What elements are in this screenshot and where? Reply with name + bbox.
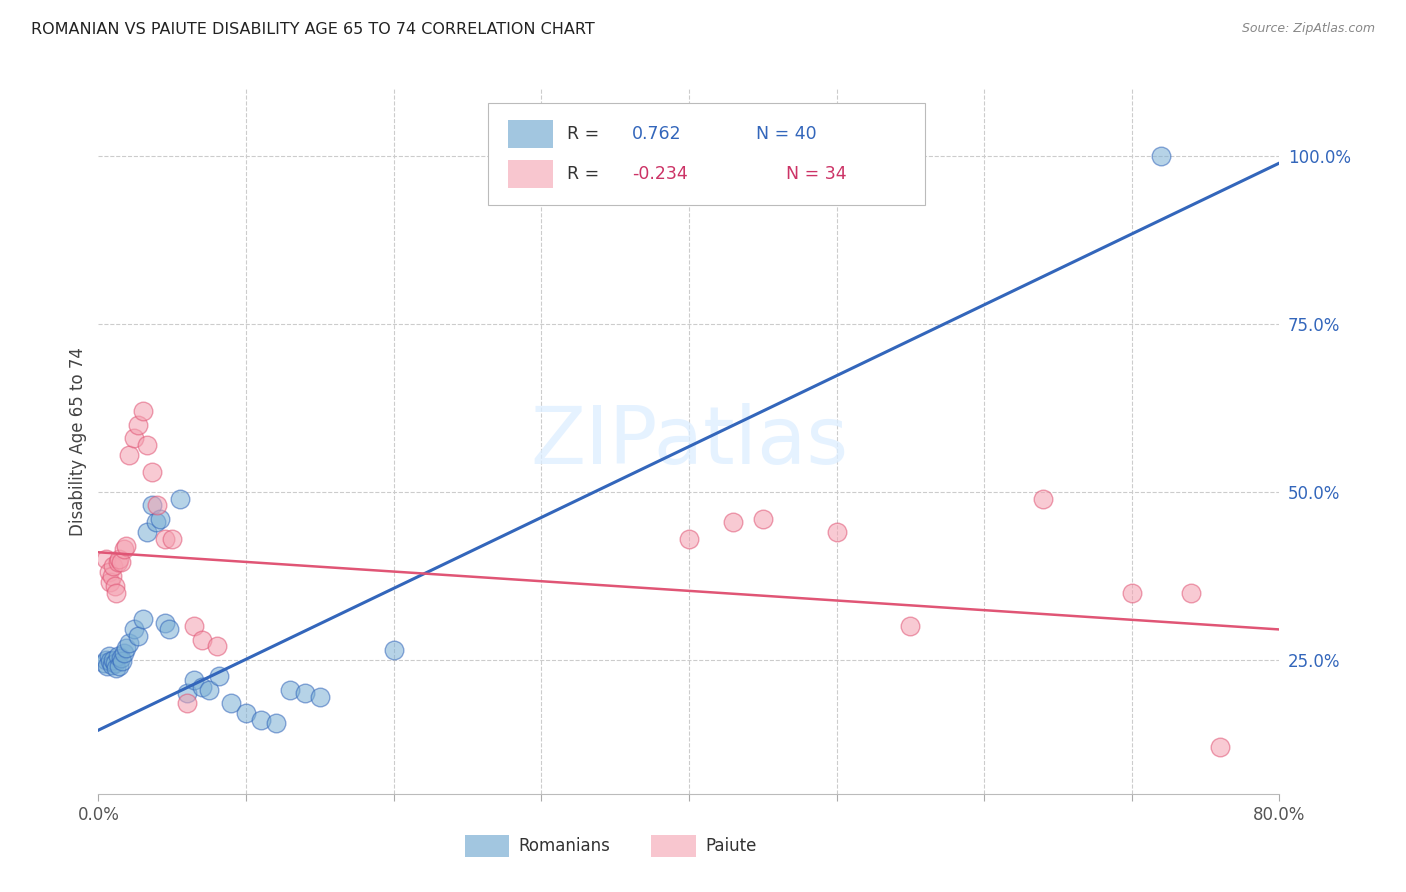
Point: [104, 656, 127, 670]
Point: [115, 539, 138, 553]
Point: [153, 532, 176, 546]
Text: R =: R =: [567, 125, 605, 143]
Point: [122, 431, 145, 445]
Point: [183, 673, 205, 687]
Point: [1180, 585, 1202, 599]
Point: [294, 686, 316, 700]
Point: [149, 512, 172, 526]
Point: [111, 654, 134, 668]
Point: [1209, 739, 1232, 754]
Text: Source: ZipAtlas.com: Source: ZipAtlas.com: [1241, 22, 1375, 36]
Point: [141, 465, 163, 479]
Point: [108, 552, 131, 566]
Point: [97, 566, 120, 580]
Point: [1121, 585, 1143, 599]
Point: [162, 532, 183, 546]
Point: [153, 615, 176, 630]
Text: Romanians: Romanians: [519, 837, 610, 855]
Text: N = 34: N = 34: [786, 165, 846, 183]
Bar: [464, 835, 509, 857]
Point: [98, 654, 121, 668]
Point: [382, 642, 405, 657]
Point: [96, 659, 118, 673]
Text: 0.762: 0.762: [633, 125, 682, 143]
Point: [205, 639, 228, 653]
Text: ROMANIAN VS PAIUTE DISABILITY AGE 65 TO 74 CORRELATION CHART: ROMANIAN VS PAIUTE DISABILITY AGE 65 TO …: [31, 22, 595, 37]
Point: [97, 649, 120, 664]
Point: [118, 448, 141, 462]
Point: [110, 651, 132, 665]
Text: Paiute: Paiute: [706, 837, 756, 855]
Point: [112, 646, 135, 660]
Bar: [508, 160, 553, 188]
Point: [94, 653, 117, 667]
Point: [191, 680, 214, 694]
Point: [136, 525, 159, 540]
Point: [100, 658, 122, 673]
Point: [112, 541, 135, 556]
Text: N = 40: N = 40: [756, 125, 817, 143]
Text: R =: R =: [567, 165, 605, 183]
Text: -0.234: -0.234: [633, 165, 688, 183]
Point: [108, 659, 131, 673]
Point: [107, 649, 129, 664]
Point: [723, 515, 745, 529]
Point: [132, 404, 155, 418]
Point: [280, 682, 302, 697]
Point: [107, 555, 129, 569]
Point: [235, 706, 257, 721]
Point: [127, 417, 149, 432]
Point: [183, 619, 205, 633]
Point: [105, 585, 128, 599]
Point: [136, 438, 159, 452]
Bar: [651, 835, 696, 857]
Point: [176, 696, 198, 710]
Point: [250, 713, 273, 727]
Point: [264, 716, 287, 731]
Point: [132, 612, 155, 626]
Point: [146, 498, 169, 512]
Point: [103, 653, 125, 667]
Point: [176, 686, 198, 700]
Point: [198, 682, 221, 697]
Point: [93, 656, 115, 670]
Point: [118, 636, 141, 650]
Point: [1032, 491, 1054, 506]
Point: [104, 579, 127, 593]
Point: [105, 661, 128, 675]
Y-axis label: Disability Age 65 to 74: Disability Age 65 to 74: [69, 347, 87, 536]
Point: [1150, 149, 1173, 163]
Text: ZIPatlas: ZIPatlas: [530, 402, 848, 481]
Point: [157, 623, 180, 637]
Point: [141, 498, 163, 512]
Point: [100, 568, 122, 582]
Point: [309, 690, 332, 704]
Point: [127, 629, 149, 643]
Point: [752, 512, 775, 526]
Point: [145, 515, 167, 529]
FancyBboxPatch shape: [488, 103, 925, 205]
Point: [122, 623, 145, 637]
Point: [94, 552, 117, 566]
Point: [678, 532, 700, 546]
Point: [191, 632, 214, 647]
Point: [103, 558, 125, 573]
Point: [208, 669, 231, 683]
Point: [115, 640, 138, 655]
Bar: [508, 120, 553, 148]
Point: [98, 575, 121, 590]
Point: [110, 555, 132, 569]
Point: [900, 619, 922, 633]
Point: [169, 491, 191, 506]
Point: [825, 525, 848, 540]
Point: [221, 696, 243, 710]
